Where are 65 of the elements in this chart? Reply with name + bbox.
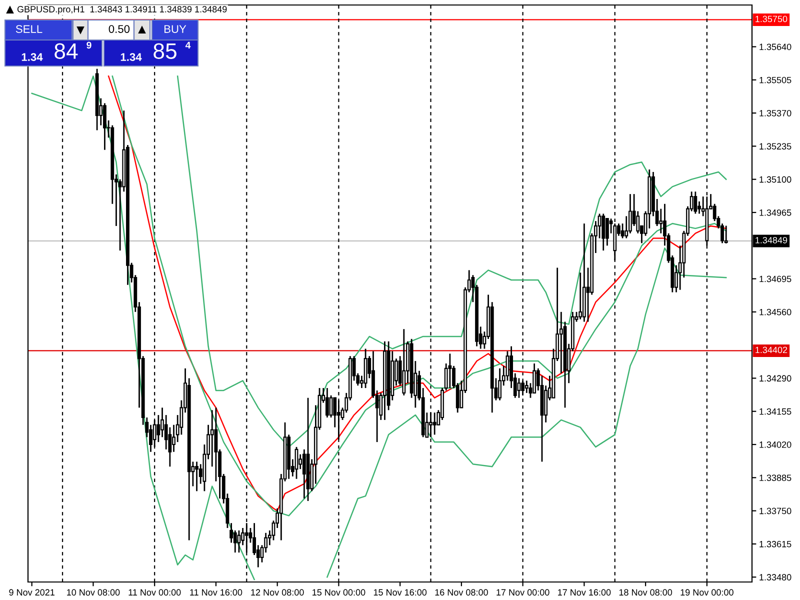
candlestick [448,352,452,389]
y-tick-label: 1.35100 [760,176,792,183]
line-series [31,76,255,580]
annotation: 9 [86,42,92,49]
candlestick [602,213,606,252]
y-tick-label: 1.33750 [760,508,792,514]
ref-line-label: 1.34849 [756,236,788,244]
x-tick-label: 11 Nov 00:00 [128,589,181,596]
ref-line-label: 1.34402 [756,346,788,354]
line-series [176,76,727,448]
annotation: SELL [16,25,42,33]
x-tick-label: 15 Nov 00:00 [312,589,366,596]
y-tick-label: 1.34020 [760,441,792,448]
candlestick [302,448,306,500]
line-series [326,247,727,578]
candlestick [578,272,582,320]
x-tick-label: 18 Nov 08:00 [619,589,672,596]
y-tick-label: 1.34290 [760,375,792,382]
candlestick [325,387,329,418]
annotation: 84 [54,43,78,59]
candlestick [532,362,536,394]
y-tick-label: 1.34695 [760,276,792,282]
x-tick-label: 16 Nov 08:00 [435,589,488,596]
y-tick-label: 1.33885 [760,474,792,482]
candlestick [237,530,241,554]
annotation: 1.34 [22,53,43,61]
annotation: 1.34 [120,53,142,61]
x-tick-label: 9 Nov 2021 [9,589,54,596]
candlestick [103,102,106,151]
candlestick [694,190,698,214]
x-tick-label: 19 Nov 00:00 [680,589,734,596]
annotation: BUY [164,25,186,33]
candlestick [210,409,214,468]
annotation: 0.50 [108,25,130,33]
y-tick-label: 1.35235 [760,143,792,150]
x-tick-label: 17 Nov 16:00 [558,589,611,596]
x-tick-label: 12 Nov 08:00 [251,589,304,596]
candlestick [724,225,728,244]
candlestick [628,193,632,234]
annotation: 4 [185,42,191,49]
chart-title: GBPUSD.pro,H1 1.34843 1.34911 1.34839 1.34849 [17,6,227,14]
x-tick-label: 11 Nov 16:00 [190,589,242,596]
candlestick [195,460,198,492]
x-tick-label: 10 Nov 08:00 [67,589,120,596]
x-tick-label: 15 Nov 16:00 [374,589,427,596]
candlestick [524,380,528,394]
ref-line-label: 1.35750 [756,16,788,22]
candlestick [605,218,609,246]
candlestick [620,222,624,239]
candlestick [402,328,406,396]
y-tick-label: 1.34155 [760,408,792,415]
y-tick-label: 1.34965 [760,209,792,216]
candlestick [506,350,510,382]
y-tick-label: 1.35505 [760,76,792,84]
candlestick [659,208,663,234]
x-tick-label: 17 Nov 00:00 [496,589,550,596]
candlestick [498,368,502,401]
annotation: 85 [154,43,176,59]
y-tick-label: 1.35640 [760,44,792,50]
y-tick-label: 1.34560 [760,308,792,316]
y-tick-label: 1.33615 [760,540,792,548]
y-tick-label: 1.35370 [760,110,792,116]
candlestick [517,378,521,399]
candlestick [432,412,436,436]
y-tick-label: 1.33480 [760,574,792,580]
